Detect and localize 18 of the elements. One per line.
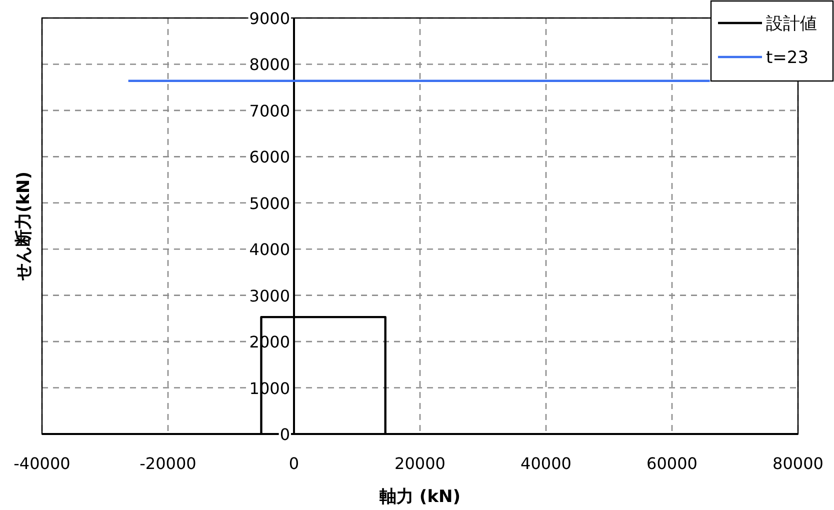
- x-axis-title: 軸力 (kN): [378, 487, 460, 507]
- x-tick-label: -40000: [14, 454, 70, 473]
- legend-label: 設計値: [766, 14, 817, 34]
- x-tick-label: 40000: [520, 454, 572, 473]
- y-tick-label: 9000: [249, 9, 290, 28]
- y-tick-label: 8000: [249, 55, 290, 74]
- y-tick-label: 0: [280, 425, 290, 444]
- x-tick-label: -20000: [140, 454, 196, 473]
- y-tick-label: 6000: [249, 148, 290, 167]
- x-tick-label: 60000: [646, 454, 698, 473]
- legend-label: t=23: [766, 48, 809, 68]
- y-tick-label: 3000: [249, 286, 290, 306]
- x-tick-label: 20000: [394, 454, 446, 473]
- y-axis-title: せん断力(kN): [14, 171, 34, 282]
- y-tick-label: 4000: [249, 240, 290, 260]
- y-tick-label: 7000: [249, 101, 290, 120]
- x-tick-label: 80000: [772, 454, 824, 473]
- y-tick-label: 5000: [249, 194, 290, 213]
